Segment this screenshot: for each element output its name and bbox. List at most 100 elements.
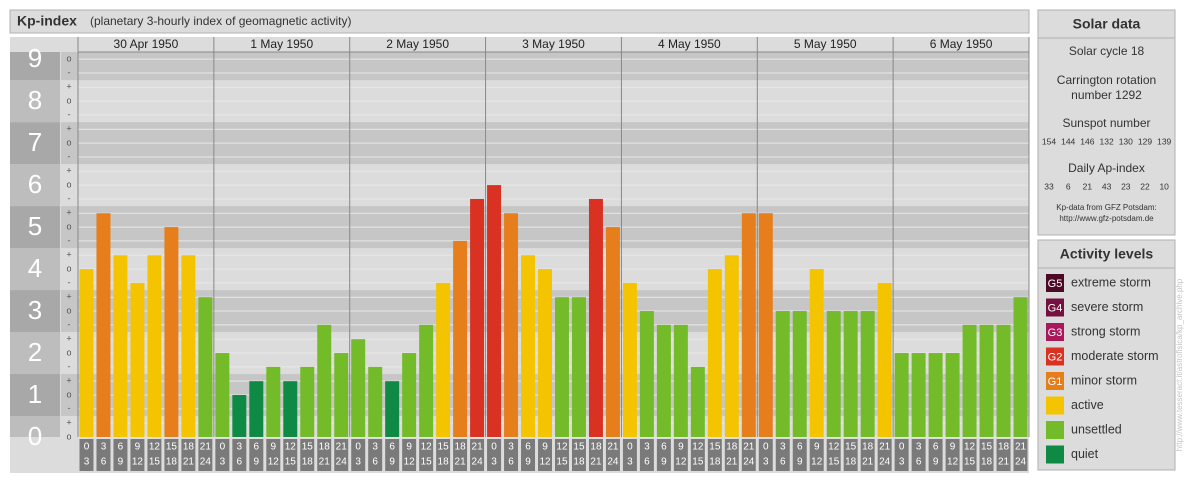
hour-box (690, 439, 705, 471)
hour-box (215, 439, 230, 471)
hour-label: 9 (797, 457, 803, 468)
legend-label: minor storm (1071, 373, 1137, 387)
hour-box (232, 439, 247, 471)
y-label-box (10, 374, 60, 417)
minor-tick-label: - (68, 235, 71, 245)
minor-tick-label: + (66, 292, 71, 302)
hour-label: 6 (254, 442, 260, 453)
hour-label: 3 (220, 457, 226, 468)
minor-tick-label: o (66, 431, 71, 441)
day-label: 1 May 1950 (250, 37, 313, 51)
hour-label: 6 (237, 457, 243, 468)
minor-tick-label: - (68, 319, 71, 329)
sunspot-title: Sunspot number (1062, 116, 1150, 130)
legend-label: extreme storm (1071, 275, 1151, 289)
hour-box (928, 439, 943, 471)
hour-box (181, 439, 196, 471)
hour-label: 6 (525, 442, 531, 453)
y-tick-label: 2 (28, 337, 42, 367)
header-bar (9, 9, 1030, 34)
y-label-box (10, 332, 60, 375)
hour-label: 15 (166, 442, 178, 453)
bar (724, 255, 739, 437)
bar (504, 213, 519, 437)
hour-box (860, 439, 875, 471)
solar-panel (1037, 9, 1176, 236)
hour-label: 18 (573, 457, 585, 468)
y-tick-label: 7 (28, 127, 42, 157)
minor-tick-label: o (66, 54, 71, 64)
y-tick-label: 5 (28, 211, 42, 241)
legend-badge: G2 (1048, 351, 1063, 363)
bar (758, 213, 773, 437)
bar (147, 255, 162, 437)
bar (317, 324, 332, 437)
hour-label: 0 (355, 442, 361, 453)
legend-swatch (1046, 347, 1064, 366)
bar (962, 324, 977, 437)
minor-tick-label: o (66, 221, 71, 231)
hour-label: 21 (183, 457, 195, 468)
hour-label: 3 (372, 442, 378, 453)
hour-label: 3 (84, 457, 90, 468)
minor-tick-label: + (66, 124, 71, 134)
hour-label: 18 (438, 457, 450, 468)
hour-label: 18 (998, 442, 1010, 453)
hour-label: 9 (254, 457, 260, 468)
hour-label: 12 (947, 457, 959, 468)
hour-box (555, 439, 569, 471)
y-tick-label: 0 (28, 421, 42, 451)
bar (860, 311, 875, 437)
bar (1013, 297, 1028, 437)
minor-tick-label: + (66, 250, 71, 260)
hour-label: 21 (998, 457, 1010, 468)
hour-label: 6 (101, 457, 107, 468)
sunspot-value: 144 (1061, 136, 1075, 146)
ap-value: 22 (1140, 181, 1150, 191)
day-label: 4 May 1950 (658, 37, 721, 51)
y-label-box (10, 122, 60, 165)
hour-label: 15 (556, 457, 568, 468)
ap-value: 10 (1159, 181, 1169, 191)
legend-swatch (1046, 445, 1064, 464)
hour-label: 3 (644, 442, 650, 453)
hour-box (79, 439, 94, 471)
hour-label: 15 (964, 457, 976, 468)
hour-label: 21 (879, 442, 891, 453)
minor-tick-label: o (66, 263, 71, 273)
minor-tick-label: + (66, 166, 71, 176)
bar (283, 381, 298, 437)
hour-label: 0 (899, 442, 905, 453)
hour-label: 6 (780, 457, 786, 468)
minor-tick-label: - (68, 361, 71, 371)
y-label-box (10, 290, 60, 333)
hour-label: 9 (814, 442, 820, 453)
hour-box (622, 439, 637, 471)
hour-label: 9 (661, 457, 667, 468)
bar (555, 297, 569, 437)
hour-box (843, 439, 858, 471)
hour-label: 3 (763, 457, 769, 468)
bar (538, 269, 552, 437)
hour-label: 12 (421, 442, 433, 453)
y-tick-label: 6 (28, 169, 42, 199)
hour-box (351, 439, 366, 471)
hour-label: 12 (268, 457, 280, 468)
hour-label: 18 (302, 457, 314, 468)
hour-label: 21 (455, 457, 467, 468)
hour-box (877, 439, 892, 471)
bar (198, 297, 213, 437)
sunspot-value: 132 (1100, 136, 1114, 146)
hour-label: 18 (183, 442, 195, 453)
bar (690, 366, 705, 437)
day-label: 30 Apr 1950 (114, 37, 179, 51)
bar (521, 255, 536, 437)
hour-box (911, 439, 926, 471)
hour-box (707, 439, 722, 471)
hour-box (317, 439, 332, 471)
ap-value: 21 (1083, 181, 1093, 191)
bar (809, 269, 824, 437)
bar (487, 185, 502, 437)
hour-label: 3 (508, 442, 514, 453)
